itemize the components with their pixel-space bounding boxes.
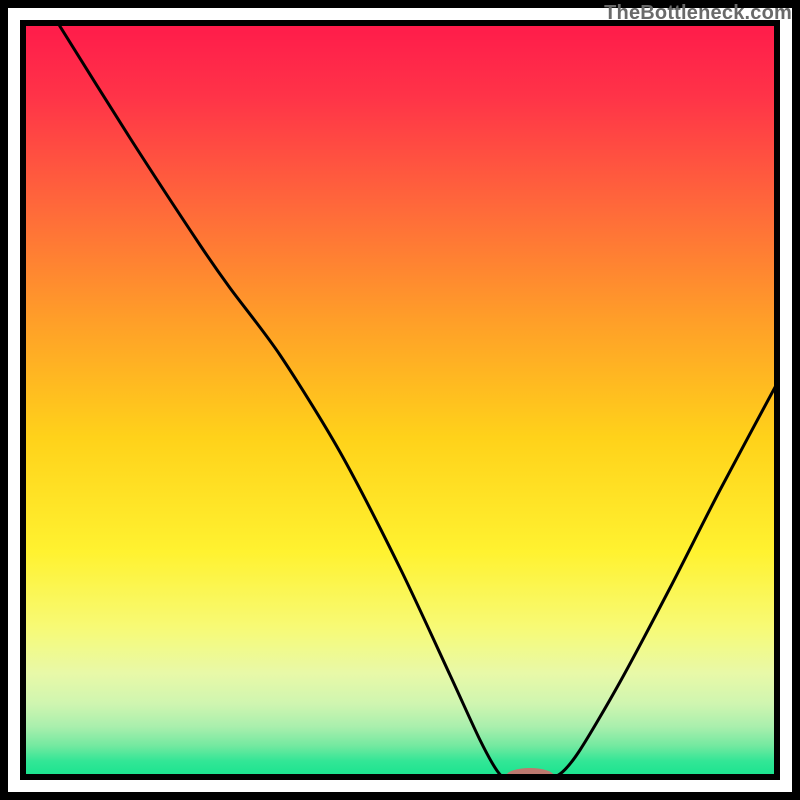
outer-border bbox=[0, 0, 800, 800]
chart-frame: TheBottleneck.com bbox=[0, 0, 800, 800]
watermark-label: TheBottleneck.com bbox=[604, 2, 792, 25]
